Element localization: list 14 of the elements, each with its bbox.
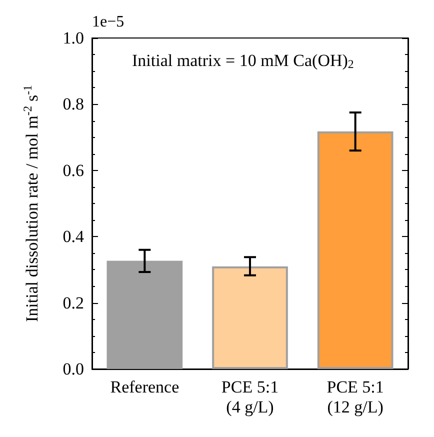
bar xyxy=(106,260,183,369)
y-tick-label: 0.0 xyxy=(62,360,84,378)
y-tick-label: 0.8 xyxy=(62,94,84,114)
bar xyxy=(212,266,288,369)
x-tick-label: PCE 5:1 (4 g/L) xyxy=(221,378,279,416)
x-tick-label: PCE 5:1 (12 g/L) xyxy=(326,378,384,416)
y-tick-label: 0.2 xyxy=(62,293,84,312)
y-tick-label: 0.4 xyxy=(62,227,84,246)
y-tick-label: 1.0 xyxy=(62,28,84,48)
y-axis-title: Initial dissolution rate / mol m-2 s-1 xyxy=(20,84,42,322)
y-tick-label: 0.6 xyxy=(62,160,84,180)
text: 1e−5 xyxy=(92,14,124,30)
bar xyxy=(317,131,394,369)
x-tick-label: Reference xyxy=(110,378,180,396)
